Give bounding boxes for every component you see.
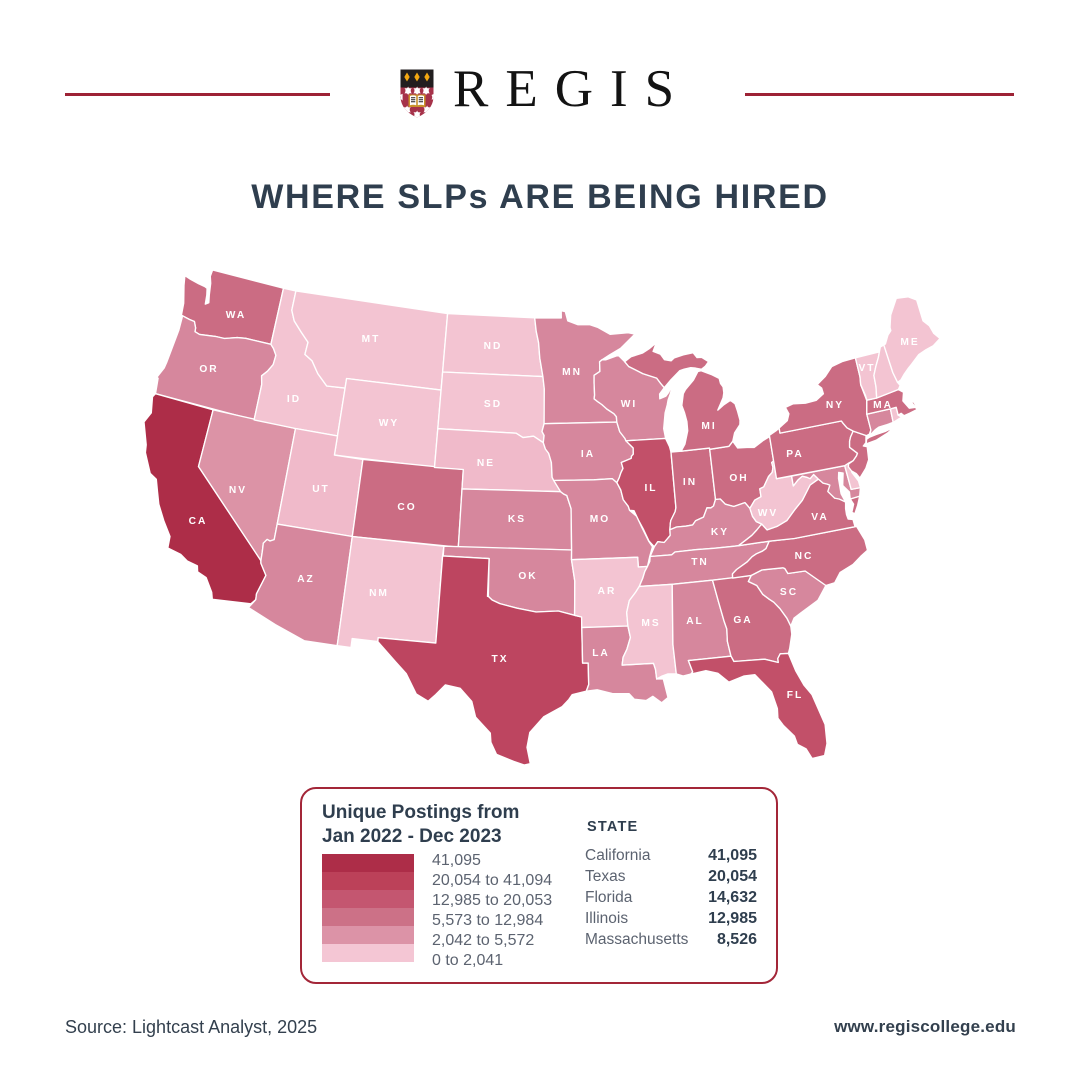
- svg-text:NM: NM: [369, 588, 389, 599]
- svg-text:CO: CO: [397, 502, 416, 513]
- svg-text:TX: TX: [491, 654, 508, 665]
- svg-text:MN: MN: [562, 367, 582, 378]
- svg-text:GA: GA: [733, 615, 752, 626]
- svg-text:ME: ME: [900, 337, 919, 348]
- svg-text:OH: OH: [729, 473, 748, 484]
- svg-text:MI: MI: [701, 421, 716, 432]
- svg-text:PA: PA: [786, 449, 803, 460]
- svg-text:VA: VA: [811, 512, 828, 523]
- svg-text:AZ: AZ: [297, 574, 315, 585]
- svg-text:UT: UT: [312, 484, 330, 495]
- svg-text:WY: WY: [379, 418, 399, 429]
- svg-text:MO: MO: [590, 514, 610, 525]
- svg-text:KS: KS: [508, 514, 526, 525]
- svg-text:MA: MA: [873, 400, 893, 411]
- svg-text:MT: MT: [362, 334, 381, 345]
- svg-text:SD: SD: [484, 399, 502, 410]
- svg-text:AL: AL: [686, 616, 704, 627]
- svg-text:IN: IN: [683, 477, 697, 488]
- svg-text:FL: FL: [787, 690, 803, 701]
- svg-text:IL: IL: [644, 483, 657, 494]
- svg-text:KY: KY: [711, 527, 729, 538]
- svg-text:TN: TN: [691, 557, 709, 568]
- svg-text:ID: ID: [287, 394, 301, 405]
- svg-text:OR: OR: [199, 364, 218, 375]
- svg-text:WI: WI: [621, 399, 637, 410]
- svg-text:NE: NE: [477, 458, 495, 469]
- svg-text:IA: IA: [581, 449, 595, 460]
- svg-text:CA: CA: [189, 516, 208, 527]
- svg-text:VT: VT: [858, 363, 875, 374]
- svg-text:NV: NV: [229, 485, 247, 496]
- svg-text:WV: WV: [758, 508, 778, 519]
- svg-text:LA: LA: [592, 648, 610, 659]
- svg-text:NY: NY: [826, 400, 844, 411]
- svg-text:SC: SC: [780, 587, 798, 598]
- svg-text:ND: ND: [484, 341, 503, 352]
- svg-text:MS: MS: [641, 618, 660, 629]
- svg-text:OK: OK: [518, 571, 537, 582]
- svg-text:WA: WA: [226, 310, 246, 321]
- svg-text:AR: AR: [598, 586, 617, 597]
- svg-text:NC: NC: [795, 551, 814, 562]
